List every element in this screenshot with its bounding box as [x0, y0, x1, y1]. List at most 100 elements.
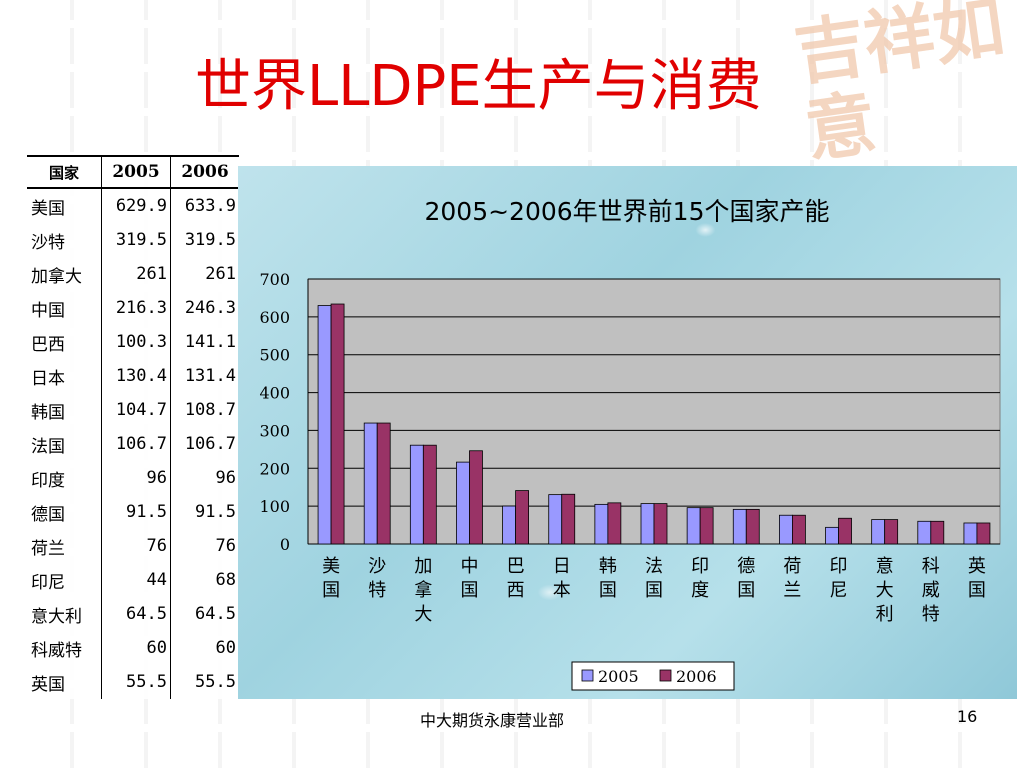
bar-2006 — [884, 519, 899, 545]
table-row: 德国 91.5 91.5 — [27, 495, 239, 529]
table-row: 印度 96 96 — [27, 461, 239, 495]
x-tick-label-char: 拿 — [414, 579, 432, 601]
x-tick-label-char: 沙 — [368, 556, 386, 577]
bar-2006 — [561, 493, 576, 545]
x-tick-label-char: 威 — [922, 580, 940, 601]
legend-swatch-2005 — [581, 669, 594, 682]
table-cell-2005: 64.5 — [101, 597, 171, 631]
table-cell-2005: 106.7 — [101, 427, 171, 461]
x-tick-label-char: 荷 — [783, 556, 801, 577]
x-tick-label-char: 德 — [737, 556, 755, 577]
bar-2005 — [825, 526, 839, 545]
table-cell-2006: 60 — [170, 631, 239, 665]
x-tick-label-char: 日 — [553, 556, 571, 577]
page-number: 16 — [957, 707, 978, 726]
bar-2006 — [930, 520, 945, 545]
legend-swatch-2006 — [659, 669, 672, 682]
table-row: 韩国 104.7 108.7 — [27, 393, 239, 427]
table-cell-country: 印度 — [31, 470, 65, 491]
x-tick-label-char: 印 — [830, 556, 848, 577]
y-tick-label: 500 — [259, 346, 290, 365]
bar-chart: 2005~2006年世界前15个国家产能 0 100 200 300 400 500 600… — [259, 197, 1001, 691]
table-cell-country: 日本 — [31, 368, 65, 389]
x-tick-label-char: 西 — [507, 580, 525, 601]
table-cell-2005: 319.5 — [101, 223, 171, 257]
x-tick-label-char: 加 — [414, 556, 432, 577]
bar-2005 — [502, 505, 517, 545]
table-row: 中国 216.3 246.3 — [27, 291, 239, 325]
x-tick-label-char: 大 — [876, 580, 894, 601]
table-cell-country: 英国 — [31, 674, 65, 695]
table-row: 荷兰 76 76 — [27, 529, 239, 563]
table-row: 巴西 100.3 141.1 — [27, 325, 239, 359]
x-tick-label-char: 特 — [922, 604, 940, 625]
bar-2006 — [330, 303, 345, 545]
table-cell-2006: 106.7 — [170, 427, 239, 461]
bar-2006 — [653, 503, 668, 545]
chart-area: 2005~2006年世界前15个国家产能 0 100 200 300 400 500 600… — [238, 166, 1017, 699]
bar-2005 — [363, 422, 378, 545]
y-tick-label: 400 — [259, 384, 290, 403]
table-cell-country: 美国 — [31, 198, 65, 219]
y-tick-label: 300 — [259, 421, 290, 440]
capacity-table: 国家 2005 2006 美国 629.9 633.9 沙特 319.5 319.5 加拿大… — [27, 155, 239, 699]
table-cell-country: 巴西 — [31, 334, 65, 355]
table-cell-2006: 131.4 — [170, 359, 239, 393]
bar-2006 — [792, 514, 806, 545]
bar-2006 — [745, 508, 760, 545]
x-tick-label-char: 兰 — [783, 580, 801, 601]
x-tick-label-char: 美 — [322, 556, 340, 577]
bar-2005 — [640, 503, 655, 545]
footer-text: 中大期货永康营业部 — [420, 711, 565, 730]
bar-2006 — [515, 490, 530, 545]
table-header-country: 国家 — [27, 155, 102, 189]
table-cell-2006: 246.3 — [170, 291, 239, 325]
table-row: 日本 130.4 131.4 — [27, 359, 239, 393]
x-tick-label-char: 国 — [599, 580, 617, 601]
bar-2006 — [976, 522, 991, 545]
y-tick-label: 200 — [259, 459, 290, 478]
table-cell-2005: 261 — [101, 257, 171, 291]
slide-title: 世界LLDPE生产与消费 — [195, 54, 762, 119]
x-tick-label-char: 中 — [460, 556, 478, 577]
table-cell-country: 德国 — [31, 504, 65, 525]
legend — [571, 661, 735, 691]
table-cell-country: 意大利 — [31, 606, 82, 627]
table-row: 加拿大 261 261 — [27, 257, 239, 291]
x-tick-label-char: 尼 — [830, 580, 848, 601]
table-cell-2006: 55.5 — [170, 665, 239, 699]
table-cell-2005: 104.7 — [101, 393, 171, 427]
x-tick-label-char: 巴 — [507, 556, 525, 577]
table-header-2005: 2005 — [101, 155, 171, 189]
table-cell-2006: 141.1 — [170, 325, 239, 359]
table-row: 英国 55.5 55.5 — [27, 665, 239, 699]
bar-2005 — [456, 461, 470, 545]
bar-2005 — [548, 494, 563, 545]
table-row: 美国 629.9 633.9 — [27, 188, 239, 223]
x-tick-label-char: 国 — [460, 580, 478, 601]
table-cell-2005: 216.3 — [101, 291, 171, 325]
x-tick-label-char: 国 — [737, 580, 755, 601]
bar-2005 — [732, 508, 747, 545]
bar-2006 — [699, 507, 714, 545]
table-row: 科威特 60 60 — [27, 631, 239, 665]
bar-2005 — [963, 522, 978, 545]
bar-2005 — [594, 503, 609, 545]
x-tick-label-char: 度 — [691, 580, 709, 601]
x-tick-label-char: 国 — [322, 580, 340, 601]
x-tick-label-char: 英 — [968, 556, 986, 577]
table-row: 印尼 44 68 — [27, 563, 239, 597]
table-cell-2006: 96 — [170, 461, 239, 495]
x-tick-label-char: 法 — [645, 556, 663, 577]
x-tick-label-char: 特 — [368, 580, 386, 601]
bar-2006 — [469, 450, 483, 545]
x-tick-label-char: 大 — [414, 604, 432, 625]
table-cell-2006: 261 — [170, 257, 239, 291]
legend-label-2006: 2006 — [676, 667, 717, 686]
table-cell-2005: 100.3 — [101, 325, 171, 359]
table-row: 法国 106.7 106.7 — [27, 427, 239, 461]
table-cell-2005: 629.9 — [101, 188, 171, 223]
table-cell-2005: 76 — [101, 529, 171, 563]
bar-2006 — [607, 502, 622, 545]
bar-2006 — [838, 517, 852, 545]
